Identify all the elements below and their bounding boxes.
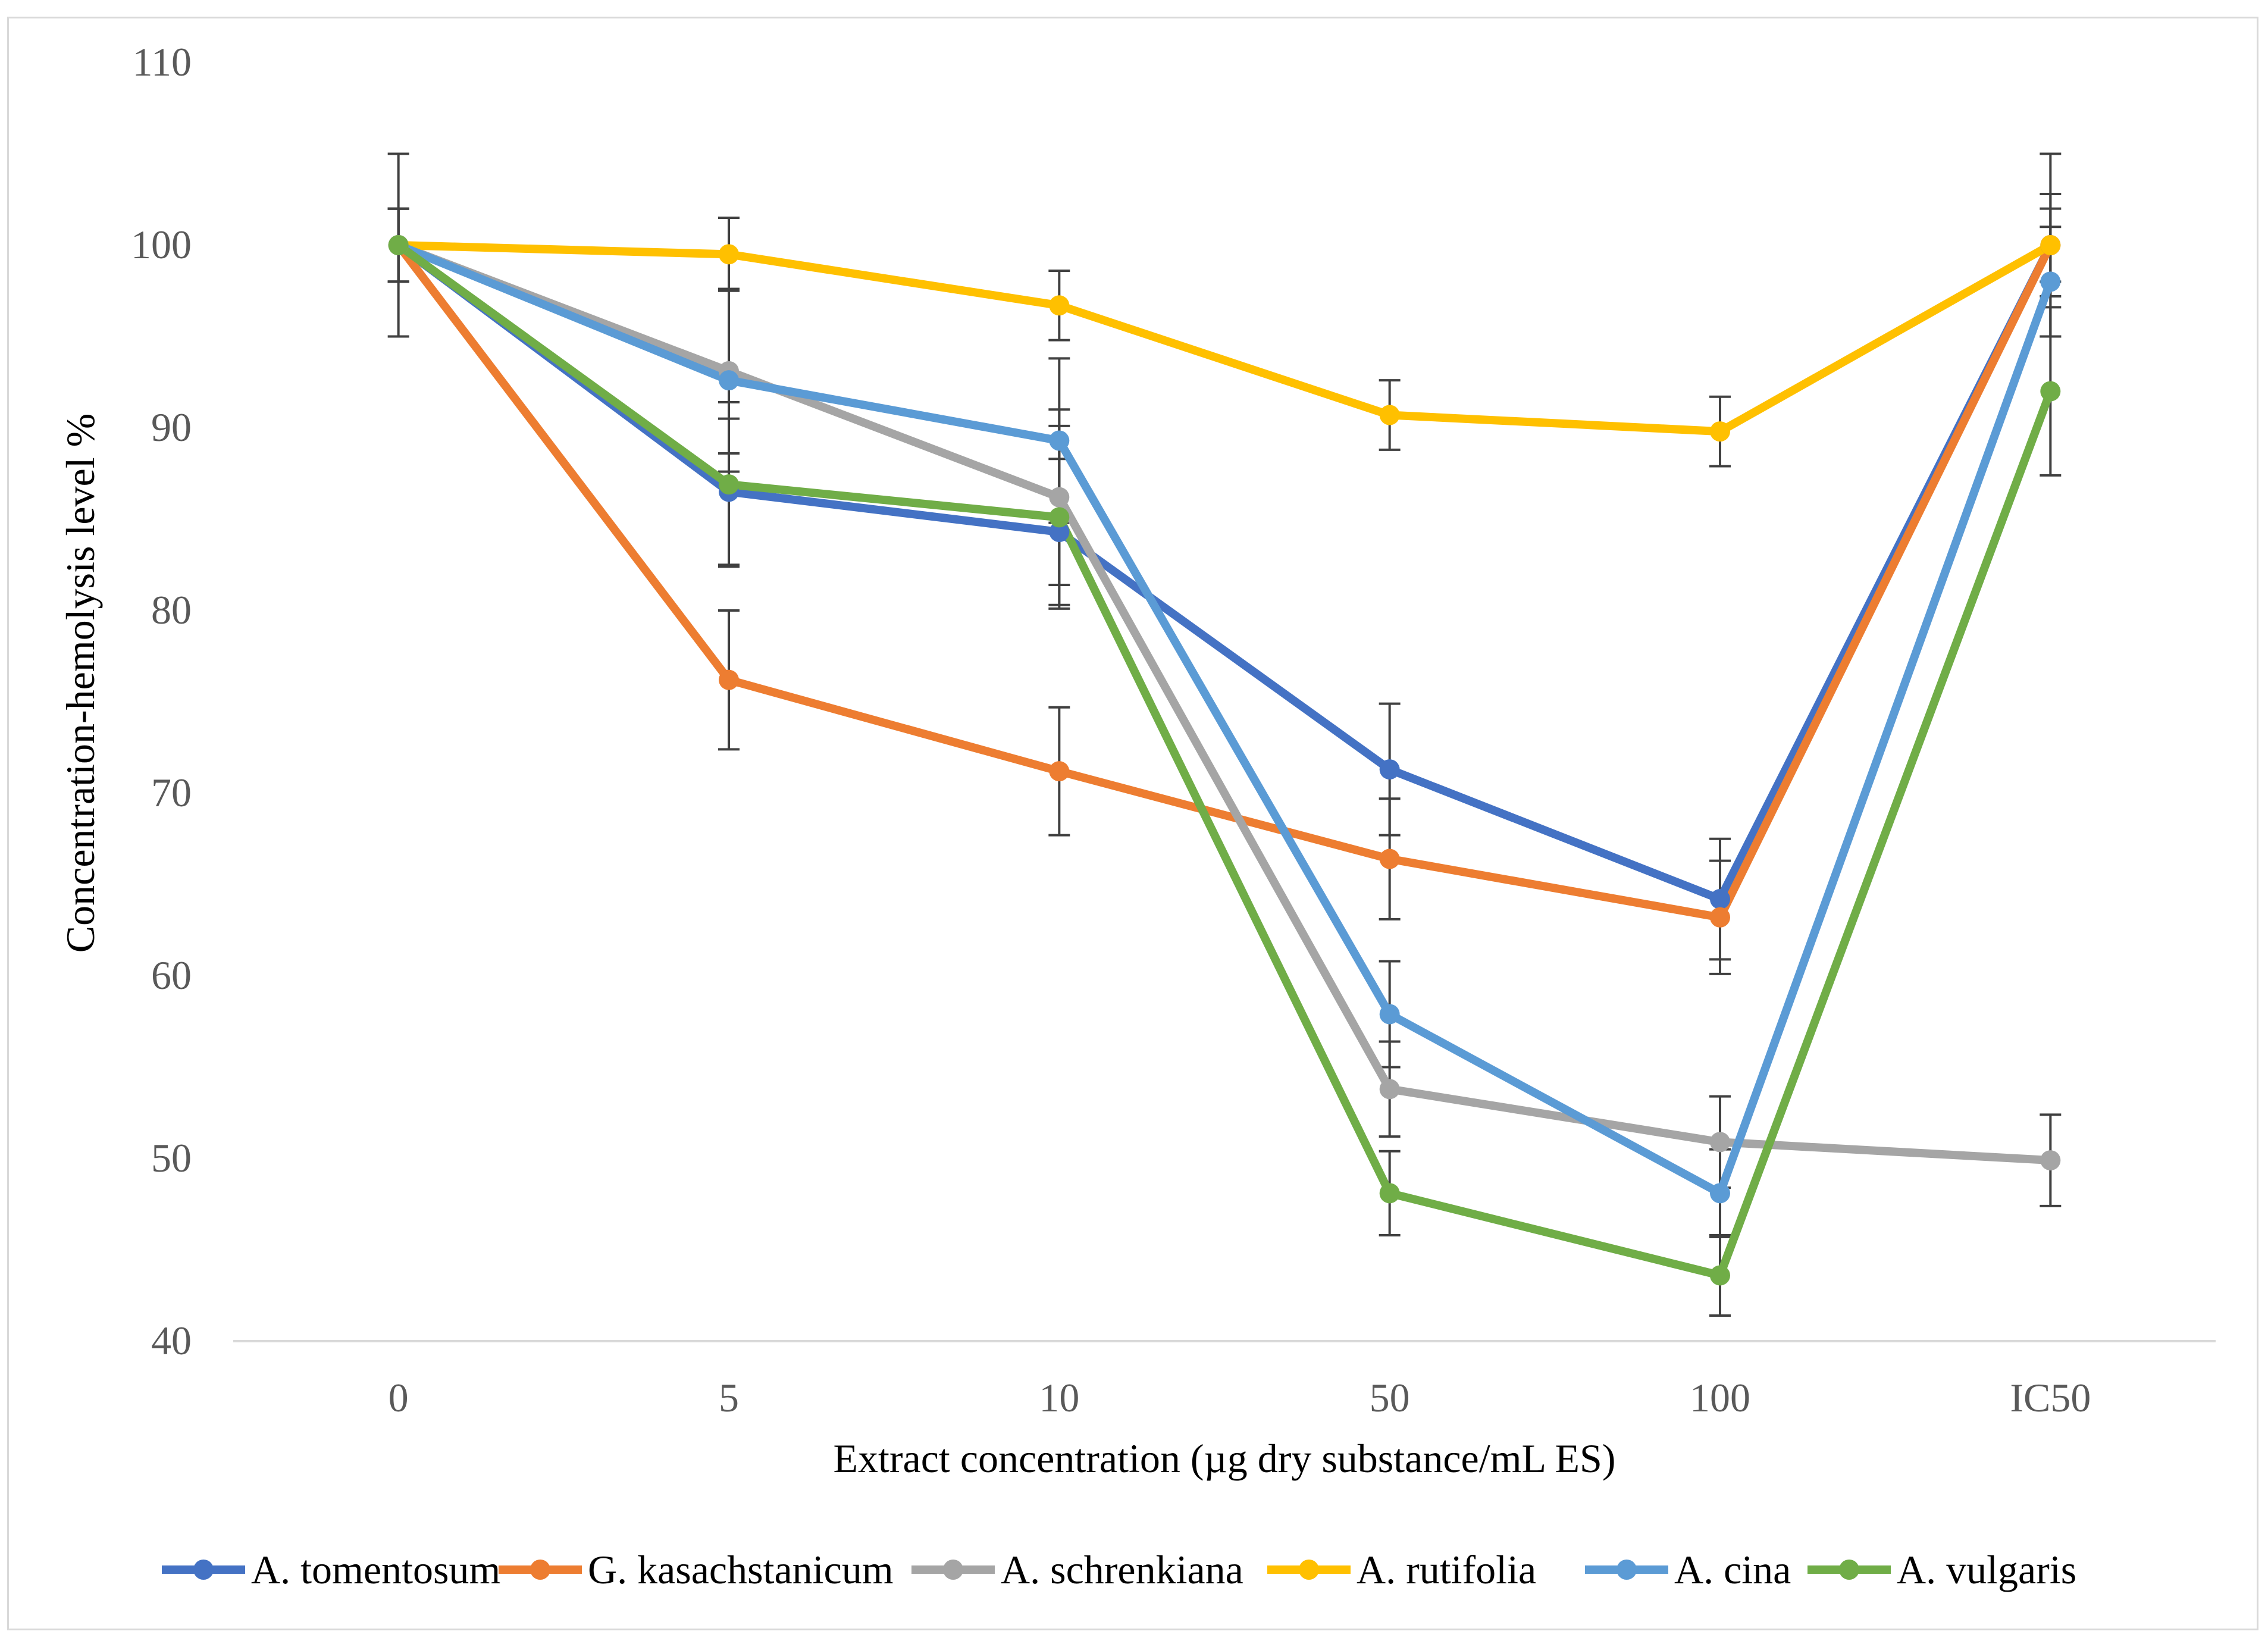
data-point [1049, 295, 1070, 316]
series-line [394, 241, 2055, 1280]
chart-frame [7, 17, 2258, 1630]
data-point [1379, 1183, 1400, 1204]
data-point [1049, 430, 1070, 451]
data-point [1710, 889, 1730, 910]
data-point [2040, 1150, 2061, 1171]
legend-item: A. tomentosum [162, 1547, 500, 1592]
y-tick-label: 60 [151, 953, 192, 998]
legend-swatch-marker [943, 1560, 963, 1580]
x-tick-label: IC50 [2010, 1375, 2091, 1420]
y-tick-label: 110 [133, 39, 192, 84]
legend-swatch-marker [530, 1560, 550, 1580]
data-point [1710, 907, 1730, 928]
data-point [1379, 405, 1400, 425]
x-tick-label: 0 [389, 1375, 409, 1420]
data-point [1049, 521, 1070, 542]
series-line [394, 241, 2055, 1198]
x-axis-ticks: 0 5 10 50 100 IC50 [389, 1375, 2091, 1420]
legend-item: A. cina [1585, 1547, 1791, 1592]
data-point [719, 244, 739, 265]
y-axis-ticks: 40 50 60 70 80 90 100 110 [131, 39, 192, 1363]
data-point [1379, 848, 1400, 869]
data-point [719, 370, 739, 391]
y-tick-label: 40 [151, 1318, 192, 1363]
legend-label: A. cina [1674, 1547, 1791, 1592]
data-point [2040, 271, 2061, 292]
data-point [2040, 235, 2061, 255]
data-point [1710, 1183, 1730, 1204]
legend-swatch-marker [1839, 1560, 1859, 1580]
y-tick-label: 100 [131, 222, 192, 267]
legend-label: G. kasachstanicum [588, 1547, 894, 1592]
legend-item: A. vulgaris [1807, 1547, 2076, 1592]
legend: A. tomentosum G. kasachstanicum A. schrenk… [162, 1547, 2076, 1592]
legend-item: G. kasachstanicum [499, 1547, 894, 1592]
series-line [394, 241, 2055, 922]
data-point [2040, 381, 2061, 402]
y-tick-label: 90 [151, 405, 192, 450]
data-point [1379, 1079, 1400, 1100]
data-point [1710, 1132, 1730, 1153]
y-tick-label: 70 [151, 770, 192, 815]
legend-swatch-marker [1617, 1560, 1637, 1580]
legend-swatch-marker [193, 1560, 214, 1580]
legend-label: A. tomentosum [251, 1547, 500, 1592]
legend-label: A. vulgaris [1897, 1547, 2076, 1592]
y-tick-label: 80 [151, 587, 192, 633]
data-point [388, 235, 409, 255]
data-point [1049, 487, 1070, 508]
legend-label: A. rutifolia [1357, 1547, 1536, 1592]
data-point [1379, 1004, 1400, 1025]
series-markers [388, 235, 2061, 1286]
legend-swatch-marker [1299, 1560, 1319, 1580]
y-axis-label: Concentration-hemolysis level % [58, 414, 103, 953]
y-tick-label: 50 [151, 1135, 192, 1181]
legend-item: A. rutifolia [1267, 1547, 1536, 1592]
data-point [1049, 761, 1070, 782]
data-point [719, 669, 739, 690]
legend-item: A. schrenkiana [911, 1547, 1243, 1592]
series-line [394, 241, 2055, 904]
data-point [1379, 759, 1400, 780]
data-point [1710, 421, 1730, 442]
x-tick-label: 5 [719, 1375, 739, 1420]
legend-label: A. schrenkiana [1001, 1547, 1243, 1592]
data-point [719, 474, 739, 495]
series-line [394, 241, 2055, 1165]
series-lines [394, 241, 2055, 1280]
x-tick-label: 50 [1370, 1375, 1410, 1420]
data-point [1710, 1265, 1730, 1286]
series-line [394, 241, 2055, 436]
x-axis-label: Extract concentration (µg dry substance/… [833, 1436, 1615, 1481]
data-point [1049, 507, 1070, 528]
x-tick-label: 10 [1039, 1375, 1079, 1420]
x-tick-label: 100 [1690, 1375, 1750, 1420]
